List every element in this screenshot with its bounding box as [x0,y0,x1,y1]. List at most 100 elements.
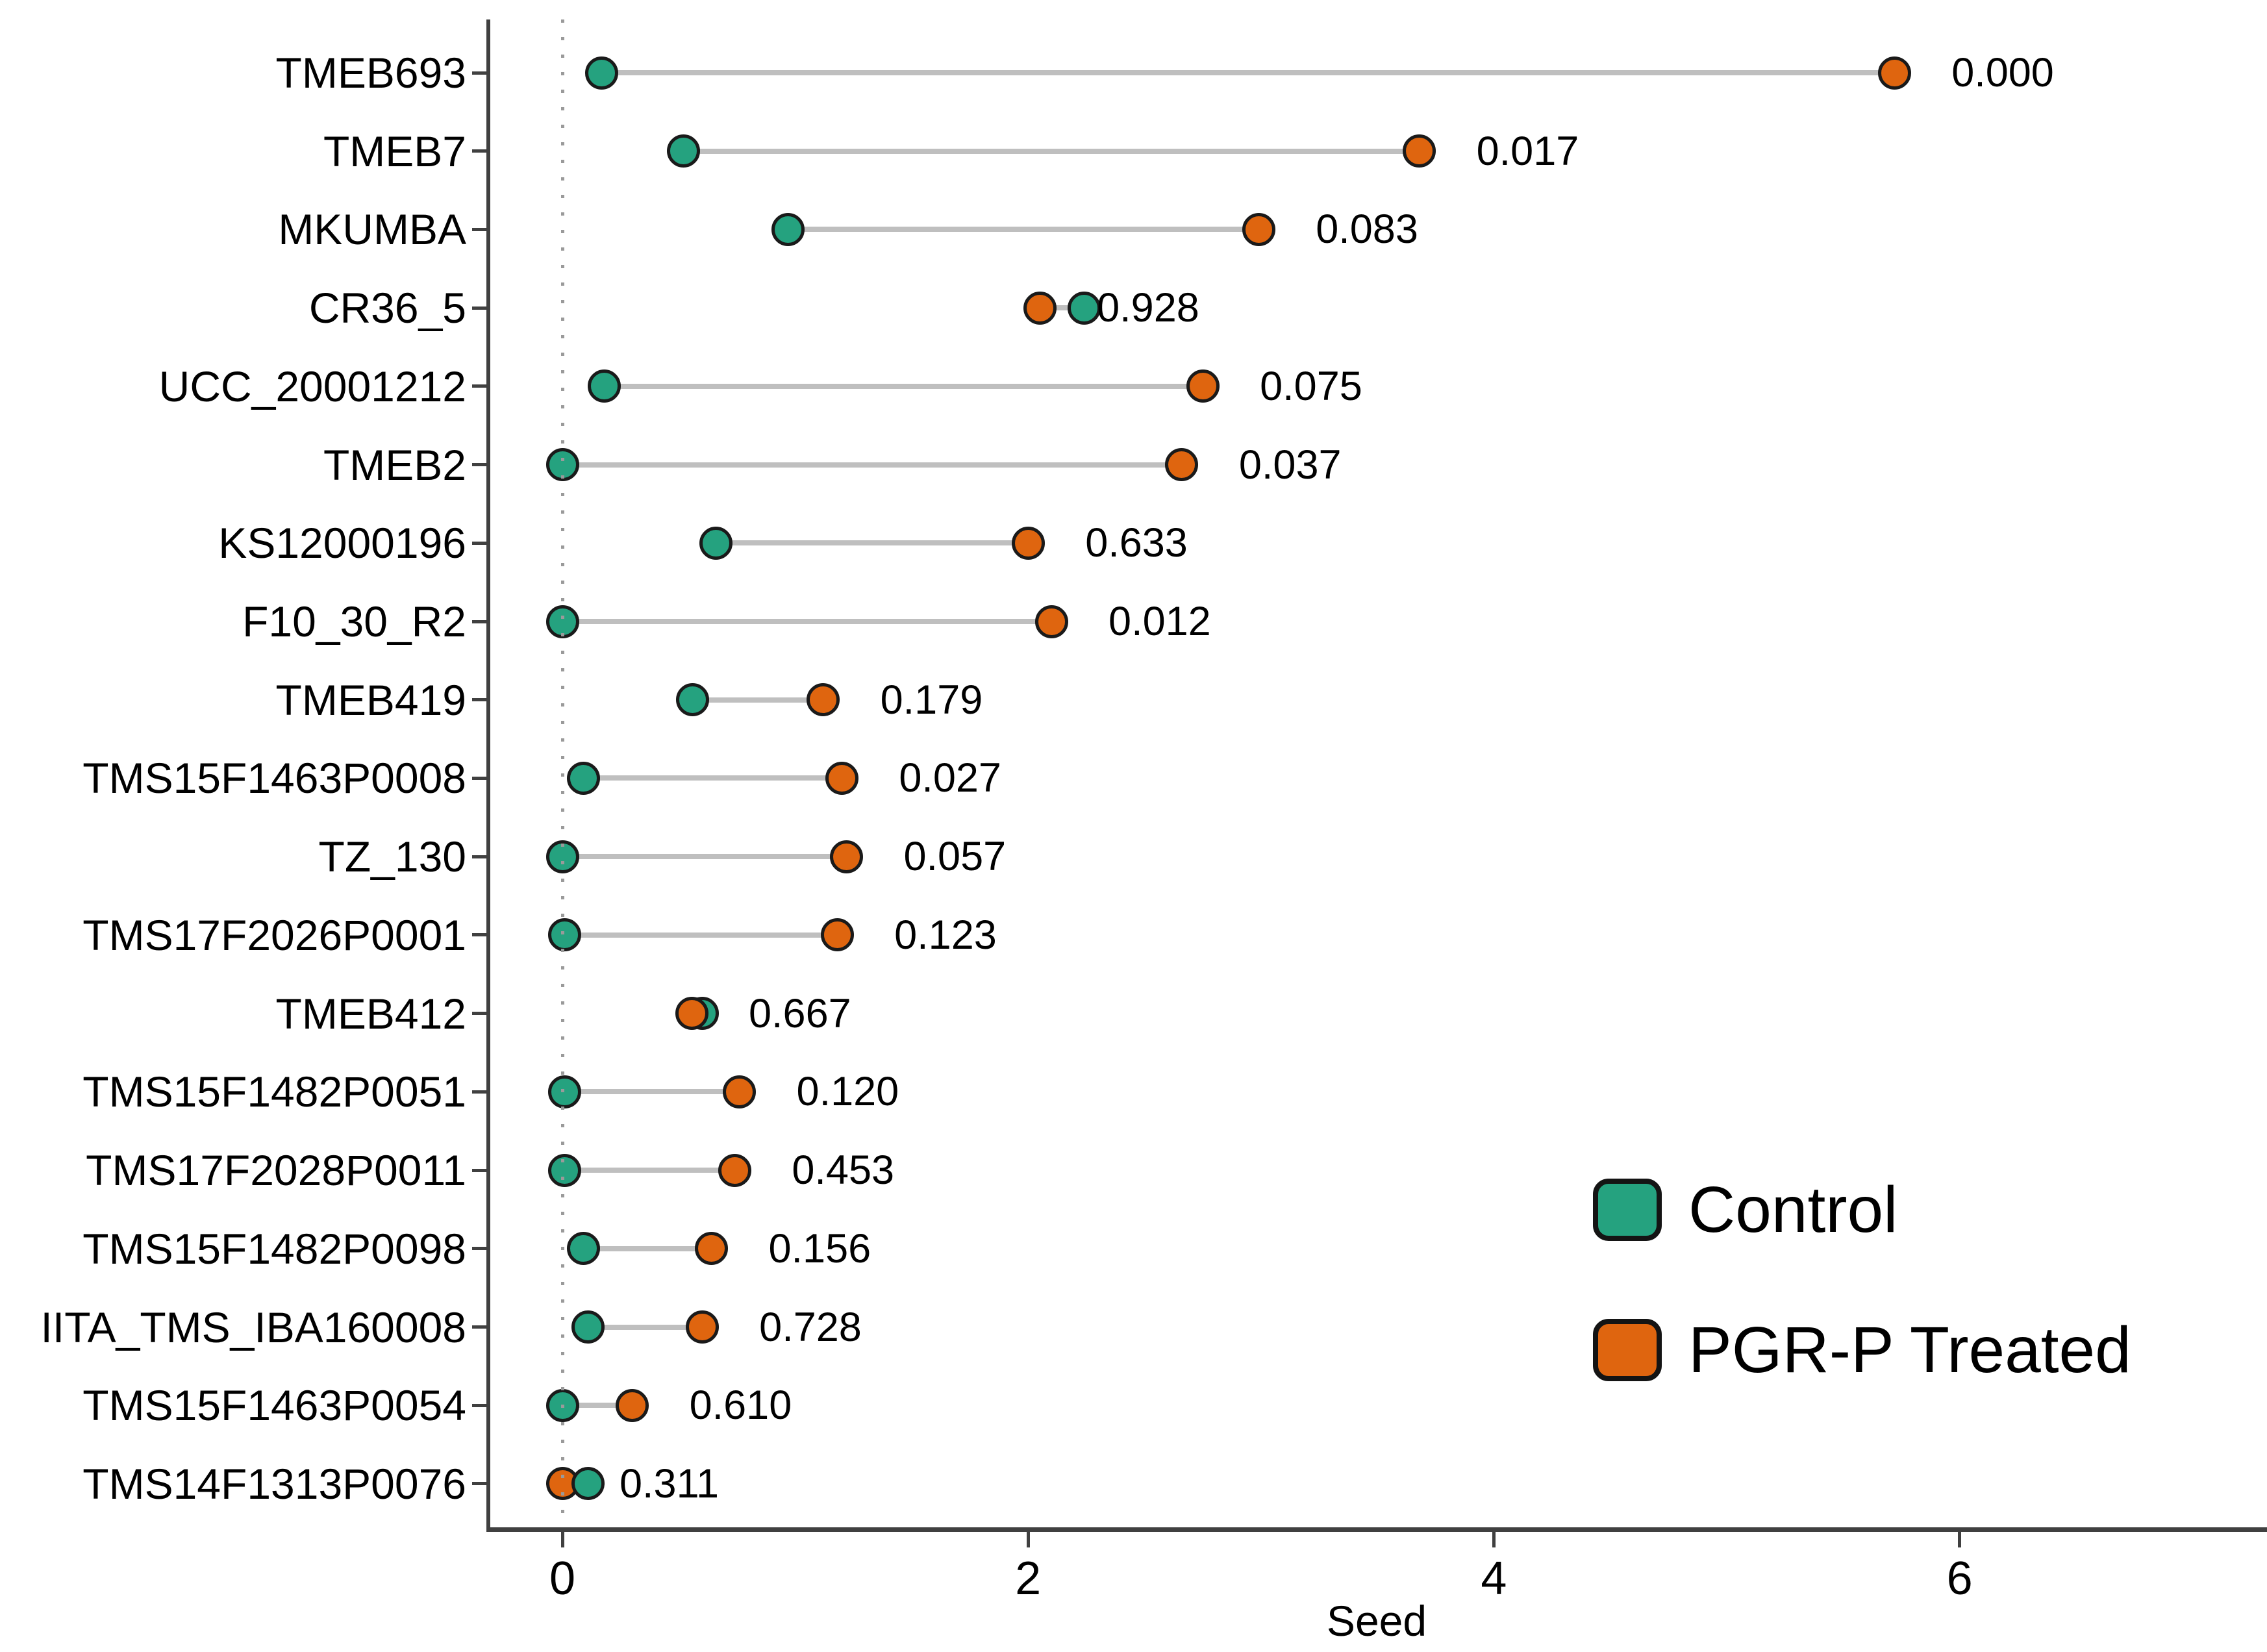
connector-line [562,462,1182,468]
y-axis-tick [472,306,486,310]
treated-dot [1011,526,1045,560]
p-value-label: 0.156 [768,1225,871,1271]
y-axis-label: TMS14F1313P0076 [82,1459,466,1508]
control-dot [571,1467,605,1501]
connector-line [562,1403,633,1408]
connector-line [583,775,842,781]
y-axis-tick [472,1168,486,1172]
control-dot [585,56,619,90]
legend-swatch-control [1593,1179,1662,1241]
legend-label-treated: PGR-P Treated [1688,1314,2131,1386]
p-value-label: 0.017 [1476,128,1579,174]
x-axis-tick-label: 6 [1946,1553,1973,1605]
control-dot [666,134,700,168]
treated-dot [616,1388,649,1422]
y-axis-label: TMS17F2028P0011 [86,1146,466,1195]
connector-line [583,1245,712,1251]
y-axis-tick [472,71,486,75]
control-dot [699,526,733,560]
y-axis-label: TMS15F1482P0098 [82,1224,466,1273]
y-axis-tick [472,1482,486,1486]
y-axis-spine [486,19,490,1531]
x-axis-tick [560,1532,564,1547]
control-dot [548,1153,582,1187]
control-dot [548,918,582,952]
x-axis-tick [1492,1532,1496,1547]
y-axis-label: CR36_5 [308,284,466,332]
y-axis-label: TMEB419 [275,675,466,724]
y-axis-tick [472,1012,486,1016]
p-value-label: 0.453 [792,1147,895,1194]
y-axis-label: F10_30_R2 [242,597,466,646]
y-axis-label: TMS15F1463P0008 [82,754,466,803]
y-axis-tick [472,698,486,702]
connector-line [692,697,823,703]
y-axis-label: UCC_20001212 [158,362,466,410]
treated-dot [1186,369,1220,403]
y-axis-label: TMS15F1482P0051 [82,1068,466,1116]
connector-line [601,70,1895,75]
y-axis-label: KS12000196 [218,519,466,568]
y-axis-label: TMEB412 [275,989,466,1038]
p-value-label: 0.928 [1097,285,1199,331]
y-axis-tick [472,1090,486,1094]
treated-dot [685,1310,719,1344]
p-value-label: 0.057 [903,834,1007,880]
treated-dot [1034,605,1068,638]
x-axis-tick-label: 4 [1481,1553,1507,1605]
y-axis-tick [472,855,486,858]
treated-dot [1877,56,1911,90]
control-dot [548,1075,582,1108]
y-axis-tick [472,384,486,388]
control-dot [588,369,621,403]
p-value-label: 0.012 [1108,599,1211,645]
treated-dot [829,840,863,873]
connector-line [604,383,1203,389]
y-axis-tick [472,541,486,545]
connector-line [562,619,1052,625]
p-value-label: 0.000 [1951,50,2054,95]
y-axis-label: TMEB2 [323,440,466,489]
treated-dot [807,683,840,717]
connector-line [564,1168,735,1173]
treated-dot [1403,134,1436,168]
control-dot [676,683,710,717]
x-axis-tick-label: 0 [549,1553,576,1605]
p-value-label: 0.311 [620,1460,719,1507]
legend-swatch-treated [1593,1319,1662,1381]
treated-dot [675,997,708,1031]
connector-line [564,1089,740,1095]
p-value-label: 0.075 [1260,363,1362,409]
connector-line [683,148,1420,154]
y-axis-label: TMEB7 [323,127,466,175]
treated-dot [723,1075,757,1108]
y-axis-tick [472,776,486,780]
x-axis-tick [1026,1532,1030,1547]
p-value-label: 0.610 [689,1383,792,1429]
treated-dot [718,1153,751,1187]
y-axis-tick [472,227,486,231]
control-dot [566,761,600,795]
y-axis-tick [472,1403,486,1407]
y-axis-tick [472,1247,486,1251]
control-dot [1067,291,1101,325]
treated-dot [1242,212,1275,246]
x-axis-title: Seed [1326,1597,1427,1645]
y-axis-label: TMS15F1463P0054 [82,1381,466,1430]
treated-dot [1023,291,1057,325]
y-axis-tick [472,463,486,467]
legend-label-control: Control [1688,1173,1898,1246]
control-dot [566,1232,600,1266]
x-axis-tick [1958,1532,1962,1547]
treated-dot [695,1232,728,1266]
y-axis-label: TMEB693 [275,49,466,97]
p-value-label: 0.037 [1238,442,1342,488]
y-axis-tick [472,1325,486,1329]
control-dot [571,1310,605,1344]
x-axis-line [486,1527,2267,1532]
p-value-label: 0.083 [1316,206,1418,253]
p-value-label: 0.027 [899,755,1001,801]
p-value-label: 0.667 [749,990,851,1036]
